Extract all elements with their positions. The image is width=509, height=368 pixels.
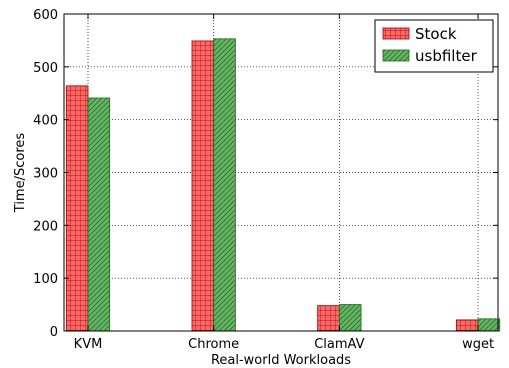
y-tick-label: 300: [33, 167, 58, 182]
bars: [65, 38, 501, 332]
x-tick-label: wget: [462, 337, 494, 352]
bar-stock-chrome: [191, 40, 215, 332]
bar-usbfilter-chrome: [213, 38, 236, 332]
y-tick-label: 600: [33, 8, 58, 23]
legend-label-usbfilter: usbfilter: [415, 47, 478, 65]
legend-swatch-stock: [382, 27, 410, 40]
y-tick-label: 100: [33, 272, 58, 287]
y-tick-label: 500: [33, 61, 58, 76]
x-tick-label: ClamAV: [314, 337, 364, 352]
bar-usbfilter-kvm: [87, 97, 111, 332]
y-tick-label: 0: [50, 325, 58, 340]
legend-label-stock: Stock: [415, 25, 457, 43]
legend: Stock usbfilter: [374, 19, 494, 73]
bar-usbfilter-clamav: [338, 304, 362, 332]
x-axis-title: Real-world Workloads: [211, 353, 351, 368]
legend-swatch-usbfilter: [382, 49, 410, 62]
bar-stock-clamav: [317, 305, 340, 332]
x-tick-label: KVM: [74, 337, 103, 352]
y-axis-title: Time/Scores: [13, 133, 28, 214]
y-tick-label: 400: [33, 114, 58, 129]
tick-labels: 0 100 200 300 400 500 600 KVM Chrome ClamAV wget: [33, 8, 494, 352]
y-tick-label: 200: [33, 219, 58, 234]
bar-stock-kvm: [65, 85, 89, 332]
x-tick-label: Chrome: [188, 337, 239, 352]
bar-usbfilter-wget: [477, 318, 501, 332]
axes: [63, 13, 499, 332]
bar-stock-wget: [455, 319, 479, 332]
